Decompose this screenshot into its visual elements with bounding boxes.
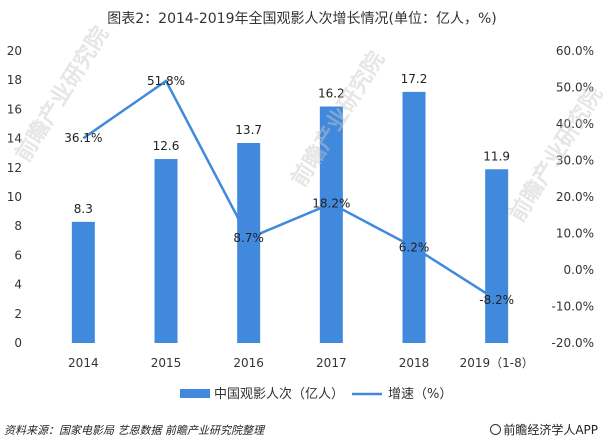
bar-data-labels: 8.3 12.6 13.7 16.2 17.2 11.9 — [74, 72, 510, 216]
legend: 中国观影人次（亿人） 增速（%） — [180, 386, 452, 402]
bar — [485, 169, 509, 343]
line-value-label: 51.8% — [147, 74, 185, 88]
x-tick-label: 2016 — [233, 356, 264, 370]
left-tick-label: 4 — [14, 278, 22, 292]
line-value-label: 36.1% — [64, 131, 102, 145]
chart-title: 图表2：2014-2019年全国观影人次增长情况(单位：亿人，%) — [107, 11, 497, 27]
x-tick-label: 2014 — [68, 356, 99, 370]
left-tick-label: 10 — [7, 190, 22, 204]
left-tick-label: 2 — [14, 307, 22, 321]
right-tick-label: -10.0% — [552, 300, 594, 314]
right-tick-label: 20.0% — [556, 190, 594, 204]
right-tick-label: 40.0% — [556, 117, 594, 131]
right-tick-label: 10.0% — [556, 227, 594, 241]
x-tick-label: 2018 — [399, 356, 430, 370]
right-tick-label: 60.0% — [556, 44, 594, 58]
left-tick-label: 12 — [7, 161, 22, 175]
bar — [71, 221, 95, 343]
right-tick-label: 30.0% — [556, 154, 594, 168]
bar-series — [71, 91, 509, 343]
brand-footer: 前瞻经济学人APP — [490, 421, 598, 438]
bar — [154, 159, 178, 343]
bar — [319, 106, 343, 343]
line-value-label: 18.2% — [312, 197, 350, 211]
left-tick-label: 6 — [14, 248, 22, 262]
x-tick-label: 2015 — [151, 356, 182, 370]
legend-bar-label: 中国观影人次（亿人） — [214, 386, 344, 402]
left-tick-label: 16 — [7, 102, 22, 116]
legend-line-label: 增速（%） — [388, 387, 452, 402]
left-axis: 0 2 4 6 8 10 12 14 16 18 20 — [7, 44, 22, 350]
bar — [237, 142, 261, 343]
right-tick-label: 0.0% — [564, 263, 595, 277]
bar-value-label: 12.6 — [153, 139, 180, 153]
bar-value-label: 16.2 — [318, 86, 345, 100]
line-value-label: -8.2% — [479, 293, 514, 307]
bar-value-label: 11.9 — [483, 149, 510, 163]
brand-logo-icon — [490, 424, 502, 435]
left-tick-label: 20 — [7, 44, 22, 58]
x-axis: 2014 2015 2016 2017 2018 2019（1-8） — [68, 356, 534, 370]
bar-value-label: 13.7 — [235, 123, 262, 137]
line-data-labels: 36.1% 51.8% 8.7% 18.2% 6.2% -8.2% — [64, 74, 514, 307]
bar-value-label: 8.3 — [74, 202, 93, 216]
left-tick-label: 14 — [7, 132, 22, 146]
x-tick-label: 2017 — [316, 356, 347, 370]
bar — [402, 91, 426, 343]
right-axis: -20.0% -10.0% 0.0% 10.0% 20.0% 30.0% 40.0% 50.0… — [552, 44, 594, 350]
right-tick-label: -20.0% — [552, 336, 594, 350]
line-value-label: 6.2% — [399, 240, 430, 254]
x-tick-label: 2019（1-8） — [460, 356, 534, 370]
legend-bar-swatch — [180, 389, 210, 398]
right-tick-label: 50.0% — [556, 81, 594, 95]
left-tick-label: 18 — [7, 73, 22, 87]
brand-label: 前瞻经济学人APP — [503, 423, 598, 437]
growth-line — [82, 79, 498, 301]
left-tick-label: 8 — [14, 219, 22, 233]
bar-value-label: 17.2 — [401, 72, 428, 86]
line-value-label: 8.7% — [233, 231, 264, 245]
left-tick-label: 0 — [14, 336, 22, 350]
source-note: 资料来源：国家电影局 艺恩数据 前瞻产业研究院整理 — [4, 424, 264, 437]
